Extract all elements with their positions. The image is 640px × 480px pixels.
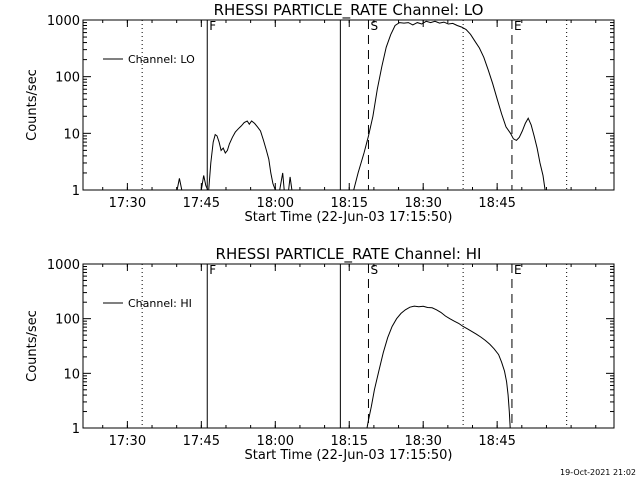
chart-title: RHESSI PARTICLE_RATE Channel: LO xyxy=(214,1,484,20)
marker-label: S xyxy=(370,263,378,277)
legend-label: Channel: LO xyxy=(128,53,195,66)
plot-frame xyxy=(82,263,615,429)
x-tick-label: 18:45 xyxy=(478,196,515,211)
series-line xyxy=(176,178,183,191)
y-tick-label: 100 xyxy=(55,313,80,328)
x-axis-label: Start Time (22-Jun-03 17:15:50) xyxy=(245,448,453,463)
marker-label: E xyxy=(514,19,522,33)
x-tick-label: 18:15 xyxy=(331,434,368,449)
y-axis-label: Counts/sec xyxy=(25,310,40,382)
y-axis-label: Counts/sec xyxy=(25,69,40,141)
y-tick-label: 1 xyxy=(72,422,80,437)
y-tick-label: 1 xyxy=(72,184,80,199)
y-tick-label: 10 xyxy=(63,127,80,142)
x-tick-label: 18:30 xyxy=(404,196,441,211)
footer-timestamp: 19-Oct-2021 21:02 xyxy=(560,468,636,477)
x-tick-label: 17:30 xyxy=(109,434,146,449)
x-tick-label: 17:45 xyxy=(183,434,220,449)
panel-hi: RHESSI PARTICLE_RATE Channel: HI 17:30 17:… xyxy=(25,245,615,463)
y-tick-label: 1000 xyxy=(47,258,80,273)
x-tick-label: 18:30 xyxy=(404,434,441,449)
x-tick-label: 18:00 xyxy=(257,196,294,211)
series-line xyxy=(200,175,209,191)
plot-frame xyxy=(82,19,615,191)
marker-label: S xyxy=(370,19,378,33)
series-line xyxy=(208,120,276,191)
x-tick-label: 18:45 xyxy=(478,434,515,449)
marker-label: E xyxy=(514,263,522,277)
series-line xyxy=(366,305,511,429)
series-line xyxy=(279,172,285,191)
marker-label: F xyxy=(209,19,216,33)
y-tick-label: 1000 xyxy=(47,14,80,29)
x-tick-label: 18:00 xyxy=(257,434,294,449)
x-tick-label: 17:45 xyxy=(183,196,220,211)
x-tick-label: 17:30 xyxy=(109,196,146,211)
x-axis-label: Start Time (22-Jun-03 17:15:50) xyxy=(245,210,453,225)
y-tick-label: 10 xyxy=(63,367,80,382)
series-line xyxy=(353,20,546,191)
x-tick-label: 18:15 xyxy=(331,196,368,211)
panel-lo: RHESSI PARTICLE_RATE Channel: LO 17:30 17:… xyxy=(25,1,615,225)
chart-title: RHESSI PARTICLE_RATE Channel: HI xyxy=(216,245,482,264)
series-line xyxy=(288,176,293,191)
y-tick-label: 100 xyxy=(55,71,80,86)
marker-label: F xyxy=(209,263,216,277)
legend-label: Channel: HI xyxy=(128,297,192,310)
